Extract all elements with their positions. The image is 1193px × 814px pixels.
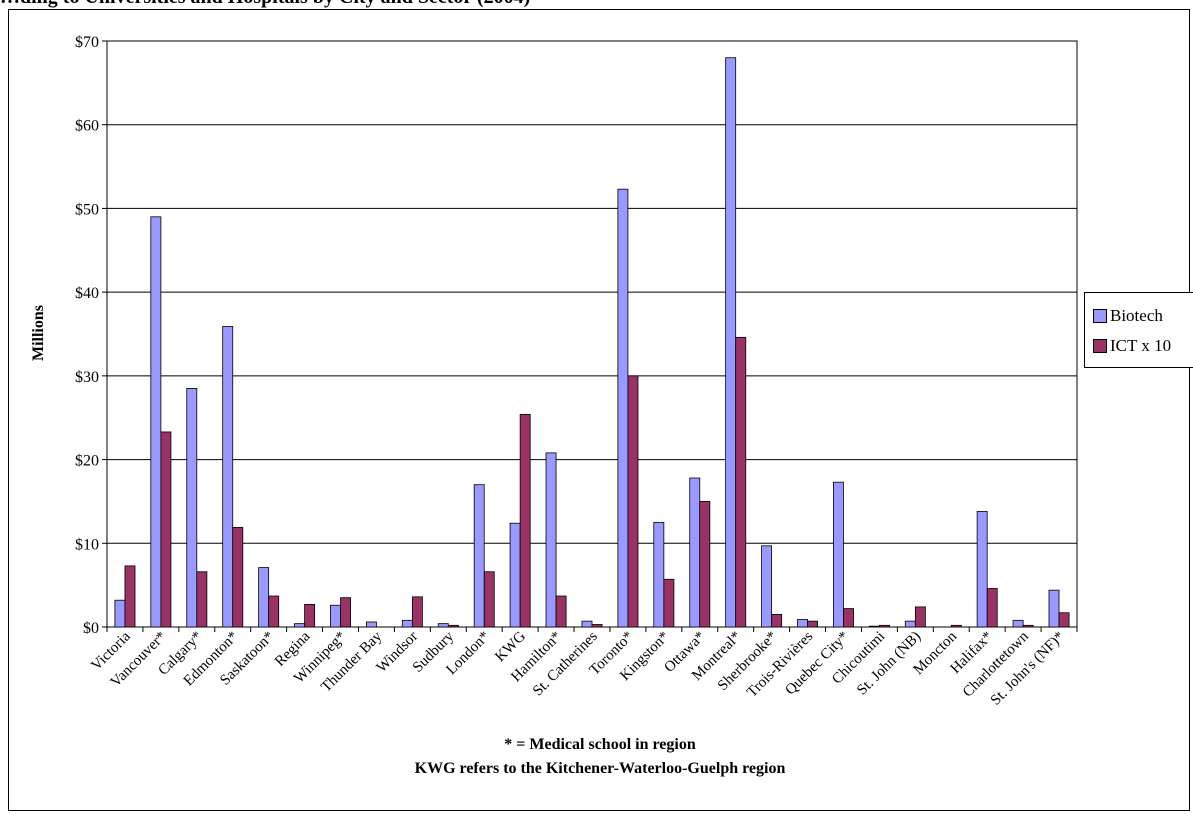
bar-ict: [1022, 624, 1034, 628]
bar-ict: [519, 413, 531, 628]
footnote-medical-school: * = Medical school in region: [504, 736, 696, 753]
bar-biotech: [689, 477, 701, 628]
bar-ict: [663, 578, 675, 628]
bar-biotech: [222, 326, 234, 628]
bar-biotech: [150, 216, 162, 628]
y-tick-label: $0: [83, 620, 99, 637]
bar-ict: [950, 624, 962, 628]
bar-biotech: [509, 522, 521, 628]
bar-ict: [483, 571, 495, 628]
bar-ict: [555, 595, 567, 628]
bar-biotech: [437, 623, 449, 628]
legend-swatch-ict: [1093, 339, 1107, 353]
plot-background: [107, 41, 1077, 627]
bar-biotech: [797, 619, 808, 628]
bar-ict: [807, 620, 819, 628]
bar-ict: [843, 608, 854, 628]
bar-ict: [914, 606, 926, 628]
bar-biotech: [365, 621, 377, 628]
bar-ict: [986, 588, 998, 628]
bar-ict: [268, 595, 280, 628]
bar-biotech: [473, 484, 485, 628]
bar-biotech: [581, 620, 593, 628]
bar-biotech: [617, 188, 629, 628]
bar-ict: [232, 526, 244, 628]
y-tick-label: $40: [75, 285, 99, 302]
chart-title: …ding to Universities and Hospitals by C…: [0, 0, 530, 9]
legend-label-biotech: Biotech: [1110, 306, 1163, 325]
y-tick-label: $30: [75, 369, 99, 386]
bar-ict: [160, 431, 172, 628]
bar-chart: $0$10$20$30$40$50$60$70VictoriaVancouver…: [30, 34, 1078, 709]
bar-ict: [411, 596, 423, 628]
chart-frame: $0 $10 $20 $30 $40 $50 $60 $70 Victoria Vancouver…: [8, 9, 1190, 811]
bar-biotech: [258, 567, 270, 628]
bar-ict: [627, 375, 639, 628]
bar-ict: [1058, 612, 1070, 628]
bar-biotech: [904, 620, 916, 628]
legend-label-ict: ICT x 10: [1110, 336, 1172, 355]
bar-biotech: [401, 619, 413, 628]
bar-biotech: [976, 511, 988, 628]
bar-ict: [340, 597, 351, 628]
bar-ict: [699, 501, 711, 628]
bar-biotech: [294, 623, 305, 628]
bar-ict: [735, 336, 747, 628]
bar-ict: [124, 565, 136, 628]
y-tick-label: $20: [75, 453, 99, 470]
bar-biotech: [545, 452, 557, 628]
bar-biotech: [186, 388, 198, 628]
legend: Biotech ICT x 10: [1084, 292, 1193, 368]
y-tick-label: $70: [75, 34, 99, 51]
plot-area: $0$10$20$30$40$50$60$70VictoriaVancouver…: [75, 34, 1078, 709]
bar-biotech: [868, 625, 880, 628]
bar-biotech: [725, 57, 737, 628]
footnote-kwg: KWG refers to the Kitchener-Waterloo-Gue…: [414, 760, 786, 777]
bar-ict: [591, 624, 603, 628]
y-tick-label: $50: [75, 201, 99, 218]
legend-item-ict: ICT x 10: [1093, 336, 1171, 356]
bar-biotech: [114, 599, 126, 628]
bar-ict: [196, 571, 208, 628]
bar-ict: [304, 603, 316, 628]
bar-biotech: [1012, 619, 1024, 628]
bar-biotech: [330, 604, 341, 628]
y-tick-label: $60: [75, 118, 99, 135]
legend-item-biotech: Biotech: [1093, 306, 1163, 326]
bar-ict: [879, 624, 890, 628]
bar-biotech: [1048, 589, 1060, 628]
bar-ict: [447, 624, 459, 628]
bar-biotech: [653, 521, 665, 628]
bar-biotech: [761, 545, 773, 628]
y-tick-label: $10: [75, 536, 99, 553]
bar-ict: [771, 614, 783, 628]
legend-swatch-biotech: [1093, 309, 1107, 323]
bar-biotech: [833, 481, 844, 628]
y-axis-label: Millions: [30, 305, 47, 361]
